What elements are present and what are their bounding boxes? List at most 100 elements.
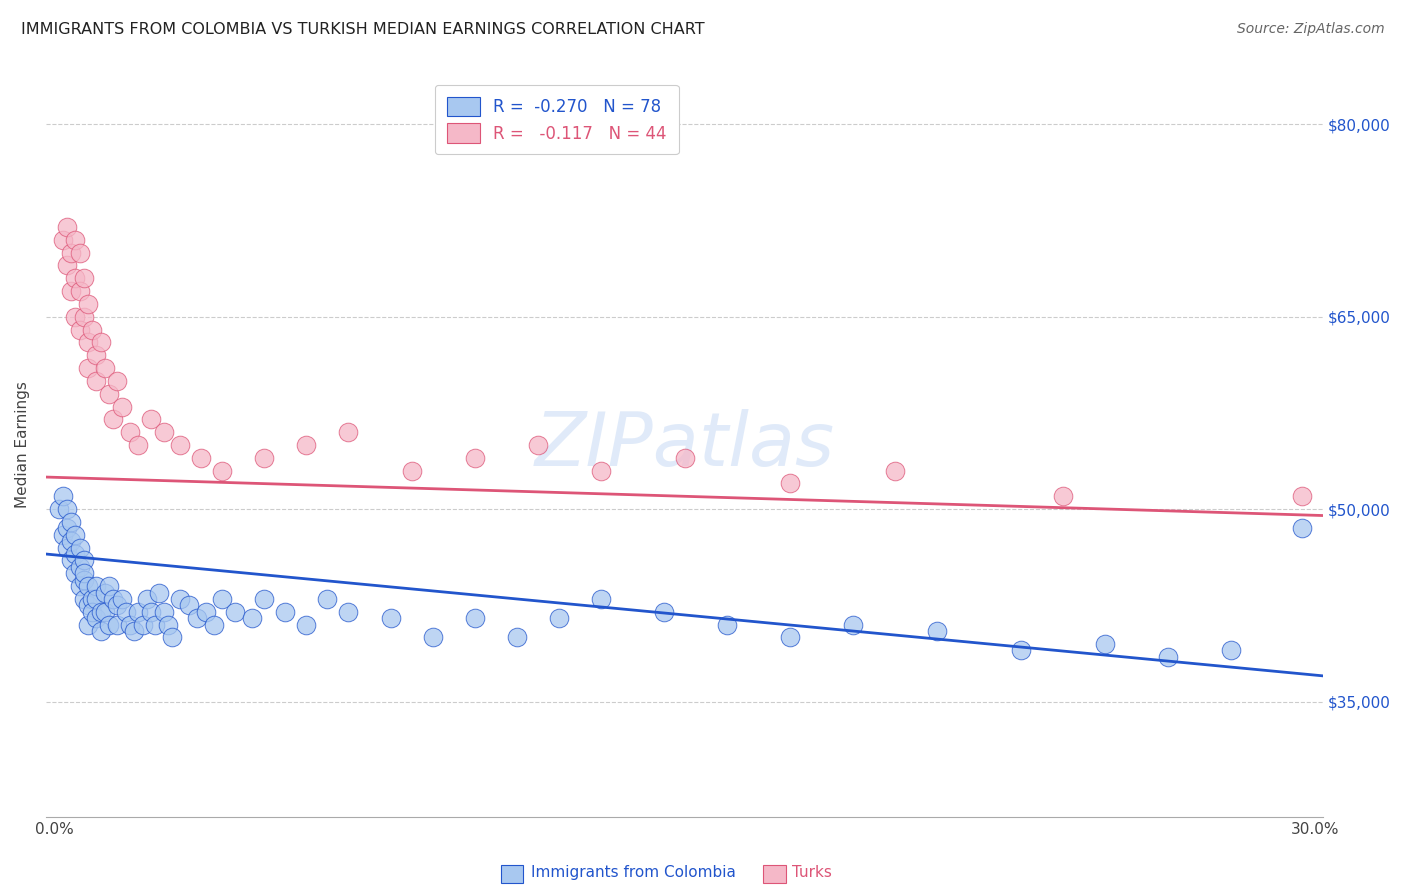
Point [65, 310, 87, 324]
Point [186, 611, 208, 625]
Point [169, 438, 191, 452]
Point [86, 348, 108, 362]
Point [211, 464, 233, 478]
Point [505, 631, 527, 645]
Text: ZIPatlas: ZIPatlas [534, 409, 835, 481]
Point [1010, 643, 1032, 657]
Point [73, 573, 96, 587]
Point [86, 374, 108, 388]
Point [652, 605, 675, 619]
Legend: R =  -0.270   N = 78, R =   -0.117   N = 44: R = -0.270 N = 78, R = -0.117 N = 44 [434, 85, 679, 154]
Point [274, 605, 297, 619]
Point [65, 547, 87, 561]
Point [82, 322, 104, 336]
Point [60, 245, 83, 260]
Point [56, 259, 79, 273]
Point [60, 284, 83, 298]
Point [380, 611, 402, 625]
Point [673, 450, 696, 465]
Point [1094, 637, 1116, 651]
Point [77, 617, 100, 632]
Text: IMMIGRANTS FROM COLOMBIA VS TURKISH MEDIAN EARNINGS CORRELATION CHART: IMMIGRANTS FROM COLOMBIA VS TURKISH MEDI… [21, 22, 704, 37]
Point [90, 624, 112, 638]
Point [464, 611, 486, 625]
Point [464, 450, 486, 465]
Point [65, 271, 87, 285]
Point [883, 464, 905, 478]
Point [589, 464, 612, 478]
Point [589, 591, 612, 606]
Point [224, 605, 246, 619]
Point [52, 489, 75, 503]
Point [211, 591, 233, 606]
Point [69, 284, 91, 298]
Point [69, 541, 91, 555]
Point [110, 591, 132, 606]
Point [105, 599, 128, 613]
Point [127, 438, 149, 452]
Point [90, 335, 112, 350]
Point [73, 566, 96, 581]
Point [716, 617, 738, 632]
Point [82, 591, 104, 606]
Point [422, 631, 444, 645]
Point [139, 412, 162, 426]
Point [86, 579, 108, 593]
Text: Turks: Turks [792, 865, 831, 880]
Point [65, 233, 87, 247]
Point [73, 310, 96, 324]
Point [73, 591, 96, 606]
Point [401, 464, 423, 478]
Point [152, 605, 174, 619]
Point [1219, 643, 1241, 657]
Point [77, 599, 100, 613]
Point [65, 566, 87, 581]
Point [56, 502, 79, 516]
Point [69, 579, 91, 593]
Point [52, 233, 75, 247]
Point [56, 541, 79, 555]
Point [60, 534, 83, 549]
Point [77, 335, 100, 350]
Point [98, 579, 121, 593]
Point [253, 591, 276, 606]
Point [253, 450, 276, 465]
Point [526, 438, 548, 452]
Point [156, 617, 179, 632]
Point [194, 605, 217, 619]
Point [118, 425, 141, 439]
Point [202, 617, 225, 632]
Point [139, 605, 162, 619]
Point [190, 450, 212, 465]
Point [1052, 489, 1074, 503]
Point [90, 605, 112, 619]
Point [105, 374, 128, 388]
Point [60, 515, 83, 529]
Point [105, 617, 128, 632]
Point [69, 559, 91, 574]
Point [337, 425, 360, 439]
Point [77, 361, 100, 376]
Point [169, 591, 191, 606]
Point [131, 617, 153, 632]
Point [925, 624, 948, 638]
Point [48, 502, 70, 516]
Point [98, 617, 121, 632]
Point [779, 631, 801, 645]
Point [82, 605, 104, 619]
Point [73, 553, 96, 567]
Point [56, 219, 79, 234]
Point [316, 591, 339, 606]
Point [295, 438, 318, 452]
Point [152, 425, 174, 439]
Point [148, 585, 170, 599]
Point [69, 245, 91, 260]
Text: Immigrants from Colombia: Immigrants from Colombia [531, 865, 737, 880]
Point [841, 617, 863, 632]
Point [1291, 489, 1313, 503]
Point [56, 521, 79, 535]
Point [52, 528, 75, 542]
Point [135, 591, 157, 606]
Point [160, 631, 183, 645]
Point [122, 624, 145, 638]
